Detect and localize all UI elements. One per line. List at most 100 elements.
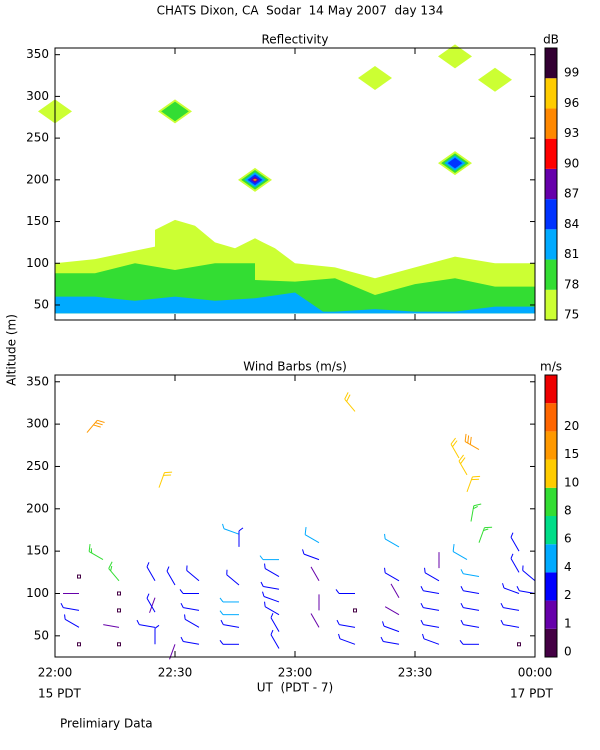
barb-staff <box>139 624 156 628</box>
y-tick-label: 100 <box>26 586 49 600</box>
wind-barb <box>450 437 460 459</box>
wind-barb <box>464 433 480 450</box>
barb-staff <box>264 606 280 616</box>
wind-barb <box>220 619 240 628</box>
colorbar-band <box>545 516 557 545</box>
wind-barb <box>420 619 440 628</box>
panel-title: Reflectivity <box>261 33 328 47</box>
barb-staff <box>263 585 280 590</box>
calm-marker <box>353 608 357 613</box>
barb-feather <box>238 527 244 532</box>
barb-feather <box>110 565 113 571</box>
y-tick-label: 150 <box>26 544 49 558</box>
wind-barb <box>336 619 356 628</box>
colorbar-band <box>545 375 557 404</box>
barb-feather <box>422 633 425 639</box>
barb-staff <box>450 443 460 459</box>
wind-barb <box>86 419 105 433</box>
colorbar-label: 75 <box>564 308 579 322</box>
wind-barb <box>166 566 176 586</box>
barb-feather <box>473 505 478 510</box>
contour-blob <box>447 157 463 169</box>
barb-staff <box>464 441 480 450</box>
wind-barb <box>238 527 244 547</box>
wind-barb <box>424 567 440 582</box>
y-tick-label: 300 <box>26 417 49 431</box>
barb-staff <box>463 590 480 594</box>
contour-blob <box>478 67 512 92</box>
barb-staff <box>503 624 520 628</box>
barb-feather <box>108 561 113 569</box>
barb-staff <box>458 460 468 476</box>
barb-feather <box>500 602 504 608</box>
colorbar-label: 84 <box>564 217 579 231</box>
barb-feather <box>459 639 464 645</box>
wind-barb <box>260 581 280 590</box>
barb-staff <box>522 570 536 582</box>
contour-blob <box>358 66 392 91</box>
wind-barb <box>219 597 239 603</box>
barb-feather <box>270 612 274 618</box>
y-tick-label: 200 <box>26 501 49 515</box>
wind-barb <box>60 602 80 611</box>
barb-feather <box>420 586 424 591</box>
barb-staff <box>270 617 280 632</box>
colorbar-label: 87 <box>564 187 579 201</box>
barb-staff <box>503 607 520 611</box>
barb-feather <box>219 597 224 603</box>
wind-barb <box>460 569 480 578</box>
barb-feather <box>60 602 64 608</box>
contour-blob <box>438 44 472 69</box>
barb-feather <box>184 614 186 620</box>
barb-staff <box>452 551 468 561</box>
wind-barb <box>470 503 482 522</box>
barb-feather <box>146 593 150 599</box>
barb-feather <box>220 619 224 625</box>
x-tick-label: 22:30 <box>158 666 193 680</box>
barb-staff <box>384 572 400 582</box>
barb-feather <box>380 636 384 642</box>
end-label: 17 PDT <box>510 687 554 701</box>
barb-feather <box>510 532 514 538</box>
colorbar-band <box>545 229 557 260</box>
wind-barb <box>459 639 479 645</box>
barb-feather <box>469 436 472 445</box>
colorbar-label: 81 <box>564 247 579 261</box>
wind-barb <box>335 589 355 594</box>
barb-staff <box>149 597 156 613</box>
colorbar-band <box>545 544 557 573</box>
colorbar-label: 10 <box>564 475 579 489</box>
barb-feather <box>510 553 514 559</box>
colorbar-frame <box>544 47 558 321</box>
colorbar-label: 0 <box>564 645 572 659</box>
wind-barb <box>117 591 121 596</box>
barb-feather <box>88 543 91 552</box>
barb-feather <box>382 621 385 627</box>
colorbar-label: 93 <box>564 126 579 140</box>
wind-barb <box>302 549 320 561</box>
barb-staff <box>146 566 156 582</box>
barb-staff <box>310 566 320 582</box>
y-tick-label: 50 <box>34 628 49 642</box>
wind-barb <box>146 593 156 613</box>
wind-barb <box>154 624 160 645</box>
barb-feather <box>97 419 105 424</box>
wind-barb <box>338 633 356 645</box>
barb-staff <box>86 420 98 433</box>
colorbar-label: 1 <box>564 616 572 630</box>
barb-staff <box>186 570 200 582</box>
y-tick-label: 50 <box>34 297 49 311</box>
barb-feather <box>146 562 150 568</box>
barb-feather <box>64 614 66 620</box>
colorbar-band <box>545 628 557 657</box>
contour-band <box>55 292 535 314</box>
barb-staff <box>423 624 440 628</box>
barb-staff <box>64 618 80 628</box>
wind-barb <box>384 567 400 582</box>
barb-feather <box>502 583 505 589</box>
y-tick-label: 350 <box>26 374 49 388</box>
barb-staff <box>463 607 480 611</box>
colorbar-label: 8 <box>564 504 572 518</box>
wind-barb <box>422 633 440 645</box>
calm-marker <box>517 642 521 647</box>
